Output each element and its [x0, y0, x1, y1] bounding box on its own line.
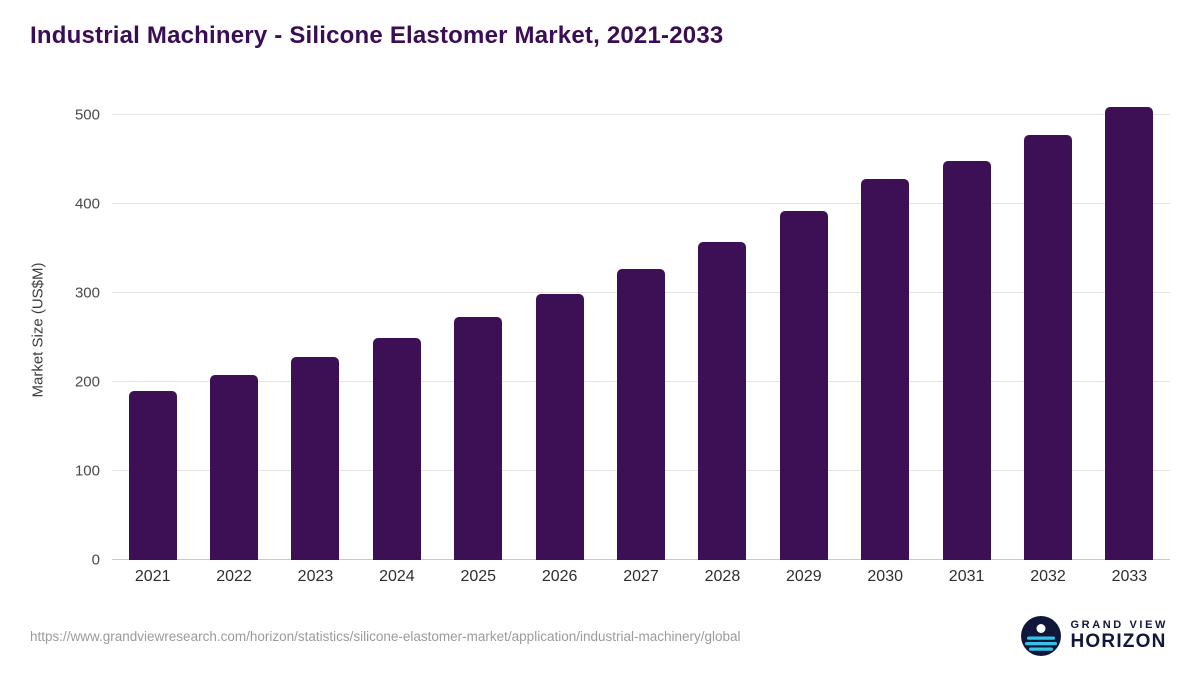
bar-slot — [682, 95, 763, 560]
x-tick-label: 2030 — [867, 568, 903, 585]
x-tick-label: 2031 — [948, 568, 985, 585]
y-tick-label: 200 — [74, 373, 100, 391]
bar-2032[interactable] — [1023, 135, 1072, 560]
x-tick-label: 2024 — [379, 568, 415, 585]
bar-2024[interactable] — [372, 338, 421, 560]
bar-2028[interactable] — [698, 241, 747, 560]
x-tick-label: 2033 — [1111, 568, 1148, 585]
bar-2021[interactable] — [128, 390, 177, 560]
brand-name-top: GRAND VIEW — [1070, 618, 1168, 631]
y-tick-label: 300 — [74, 284, 100, 302]
y-tick-label: 500 — [74, 106, 100, 124]
bar-slot — [519, 95, 600, 560]
x-tick-label: 2023 — [297, 568, 334, 585]
plot-area — [112, 95, 1170, 560]
bar-2022[interactable] — [210, 374, 259, 560]
bar-slot — [1007, 95, 1088, 560]
horizon-sun-icon — [1020, 616, 1061, 656]
bar-slot — [845, 95, 926, 560]
gridline — [112, 113, 1170, 115]
bar-slot — [356, 95, 437, 560]
bar-2033[interactable] — [1105, 106, 1154, 560]
bar-slot — [438, 95, 519, 560]
bar-slot — [600, 95, 681, 560]
x-tick-label: 2032 — [1030, 568, 1066, 585]
x-tick-label: 2026 — [541, 568, 578, 585]
bar-2025[interactable] — [454, 316, 503, 560]
brand-logo[interactable]: GRAND VIEW HORIZON — [1020, 616, 1169, 656]
source-url: https://www.grandviewresearch.com/horizo… — [30, 629, 741, 644]
bar-2031[interactable] — [942, 160, 991, 560]
y-axis-ticks: 0 100 200 300 400 500 — [50, 95, 100, 568]
brand-text: GRAND VIEW HORIZON — [1071, 619, 1169, 653]
x-tick-label: 2027 — [623, 568, 659, 585]
bar-2030[interactable] — [861, 178, 910, 560]
x-tick-label: 2021 — [134, 568, 171, 585]
x-tick-label: 2022 — [216, 568, 252, 585]
bar-slot — [193, 95, 274, 560]
gridline — [112, 202, 1170, 204]
bar-slot — [112, 95, 193, 560]
y-tick-label: 0 — [91, 551, 100, 569]
y-axis-label: Market Size (US$M) — [29, 262, 47, 398]
x-tick-label: 2029 — [786, 568, 822, 585]
bar-2027[interactable] — [617, 268, 666, 560]
bar-slot — [763, 95, 844, 560]
y-tick-label: 400 — [74, 195, 100, 213]
bars-layer — [112, 95, 1170, 560]
x-tick-label: 2025 — [460, 568, 497, 585]
bar-slot — [926, 95, 1007, 560]
chart-title: Industrial Machinery - Silicone Elastome… — [30, 22, 724, 49]
bar-2023[interactable] — [291, 356, 340, 560]
bar-slot — [1089, 95, 1170, 560]
brand-name-bottom: HORIZON — [1070, 631, 1167, 653]
y-tick-label: 100 — [74, 462, 100, 480]
x-axis-ticks: 2021 2022 2023 2024 2025 2026 2027 2028 2029 2030… — [112, 568, 1170, 586]
x-tick-label: 2028 — [704, 568, 741, 585]
bar-slot — [275, 95, 356, 560]
bar-2026[interactable] — [535, 293, 584, 560]
bar-2029[interactable] — [779, 210, 828, 560]
